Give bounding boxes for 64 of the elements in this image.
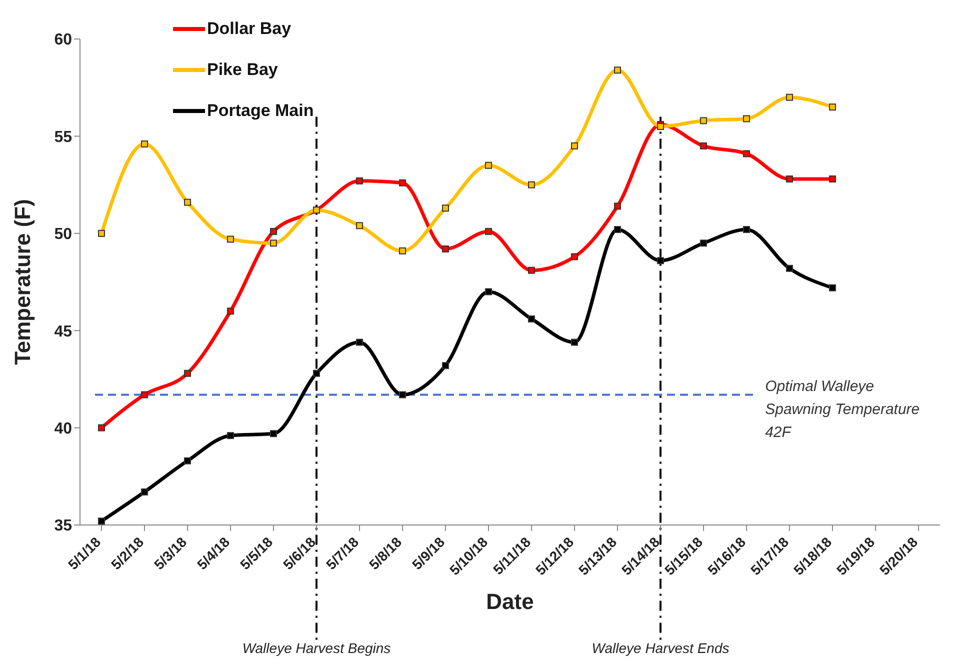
point [700, 240, 707, 247]
point [227, 308, 234, 315]
point [571, 142, 578, 150]
point [442, 245, 449, 252]
point [829, 284, 836, 292]
point [485, 162, 492, 169]
point [614, 226, 621, 234]
y-axis-title: Temperature (F) [10, 199, 35, 365]
point [442, 362, 449, 370]
point [829, 104, 836, 111]
point [141, 391, 148, 398]
point [184, 457, 191, 464]
point [786, 94, 793, 101]
point [786, 264, 793, 272]
point [270, 430, 277, 438]
point [184, 198, 191, 206]
point [829, 175, 836, 182]
point [700, 142, 707, 150]
point [743, 226, 750, 234]
point [270, 228, 277, 235]
y-tick-label: 60 [54, 32, 72, 49]
point [98, 518, 105, 525]
point [270, 240, 277, 247]
point [98, 424, 105, 432]
point [743, 115, 750, 122]
point [356, 338, 363, 346]
ref-line-label: Walleye Harvest Ends [592, 640, 730, 656]
y-tick-label: 55 [54, 128, 72, 146]
point [485, 288, 492, 296]
point [700, 117, 707, 124]
point [485, 228, 492, 235]
y-tick-label: 50 [54, 226, 72, 244]
legend-label: Pike Bay [207, 60, 278, 80]
y-tick-label: 35 [54, 518, 72, 535]
point [442, 204, 449, 212]
point [399, 247, 406, 254]
point [313, 370, 320, 377]
point [528, 181, 535, 188]
y-tick-label: 45 [54, 323, 72, 340]
point [399, 391, 406, 398]
ref-line-label: Walleye Harvest Begins [242, 640, 391, 656]
y-tick-label: 40 [54, 420, 72, 438]
point [743, 150, 750, 158]
x-axis-title: Date [486, 589, 534, 614]
point [356, 177, 363, 184]
ref-line-label: Optimal Walleye Spawning Temperature 42F [765, 378, 920, 441]
point [614, 202, 621, 210]
point [227, 236, 234, 243]
point [141, 140, 148, 148]
point [528, 315, 535, 322]
point [657, 257, 664, 264]
point [571, 338, 578, 346]
point [184, 370, 191, 377]
point [141, 488, 148, 496]
point [227, 432, 234, 440]
point [614, 66, 621, 74]
legend-label: Dollar Bay [207, 18, 292, 38]
point [98, 230, 105, 237]
point [528, 266, 535, 274]
point [399, 179, 406, 186]
point [356, 222, 363, 230]
point [786, 175, 793, 182]
point [571, 253, 578, 260]
legend-label: Portage Main [207, 100, 314, 120]
